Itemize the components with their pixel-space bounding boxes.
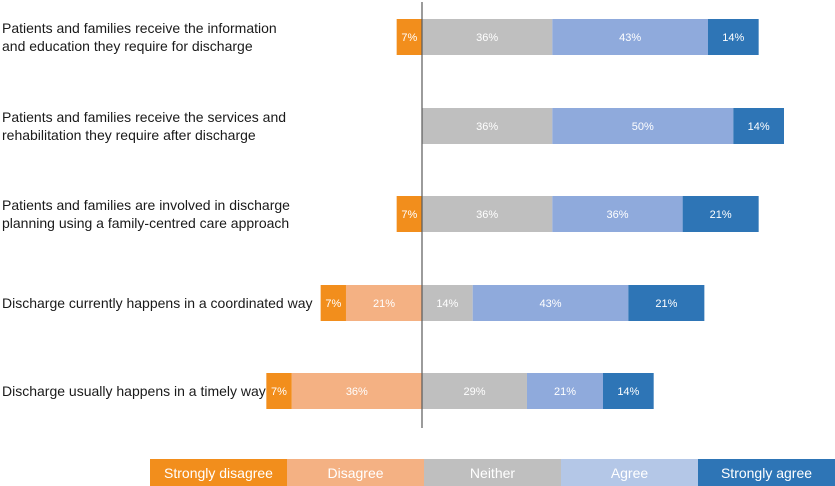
bar-segment-neither [422, 373, 527, 409]
category-label: Discharge usually happens in a timely wa… [2, 383, 266, 399]
bar-segment-agree [526, 373, 603, 409]
bar-segment-agree [552, 108, 734, 144]
data-label: 7% [401, 209, 417, 221]
data-label: 29% [463, 386, 485, 398]
bar-segment-neither [422, 19, 553, 55]
category-label: Patients and families receive the inform… [2, 20, 277, 36]
legend-swatch [424, 459, 561, 486]
bar-segment-strongly-agree [603, 373, 654, 409]
data-label: 50% [632, 121, 654, 133]
data-label: 21% [554, 386, 576, 398]
legend-label: Strongly disagree [164, 465, 273, 481]
legend-swatch [698, 459, 835, 486]
legend-label: Neither [470, 465, 515, 481]
legend-label: Disagree [327, 465, 383, 481]
data-label: 43% [619, 32, 641, 44]
data-label: 36% [476, 209, 498, 221]
bar-segment-neither [422, 196, 553, 232]
legend-swatch [150, 459, 287, 486]
bar-segment-strongly-disagree [396, 196, 422, 232]
bar-segments: 7% 36% 43% 14% 36% 50% 14% 7% 36% 36% 21% 21% 7% 14% 4… [266, 19, 784, 409]
bar-segment-strongly-agree [682, 196, 759, 232]
data-label: 14% [748, 121, 770, 133]
data-label: 7% [325, 298, 341, 310]
bar-segment-agree [552, 196, 683, 232]
data-label: 7% [401, 32, 417, 44]
bar-segment-agree [552, 19, 708, 55]
legend-swatch [561, 459, 698, 486]
category-label: planning using a family-centred care app… [2, 215, 289, 231]
bar-segment-neither [422, 285, 473, 321]
bar-segment-neither [422, 108, 553, 144]
data-label: 36% [346, 386, 368, 398]
data-label: 21% [373, 298, 395, 310]
legend: Strongly disagree Disagree Neither Agree Str… [150, 459, 835, 486]
data-label: 36% [606, 209, 628, 221]
data-label: 21% [710, 209, 732, 221]
category-label: rehabilitation they require after discha… [2, 127, 256, 143]
bar-segment-disagree [291, 373, 422, 409]
data-label: 14% [436, 298, 458, 310]
data-label: 7% [271, 386, 287, 398]
legend-label: Agree [611, 465, 649, 481]
bar-segment-strongly-agree [733, 108, 784, 144]
bar-segment-disagree [345, 285, 422, 321]
data-label: 36% [476, 121, 498, 133]
bar-segment-strongly-disagree [320, 285, 346, 321]
category-label: and education they require for discharge [2, 38, 253, 54]
data-label: 36% [476, 32, 498, 44]
category-label: Patients and families are involved in di… [2, 197, 290, 213]
bar-segment-strongly-agree [628, 285, 705, 321]
bar-segment-strongly-agree [707, 19, 759, 55]
category-labels: Patients and families receive the inform… [2, 20, 313, 399]
legend-swatch [287, 459, 424, 486]
bar-segment-agree [472, 285, 629, 321]
bar-segment-strongly-disagree [266, 373, 292, 409]
category-label: Discharge currently happens in a coordin… [2, 295, 313, 311]
legend-label: Strongly agree [721, 465, 812, 481]
category-label: Patients and families receive the servic… [2, 109, 286, 125]
data-label: 14% [617, 386, 639, 398]
data-label: 21% [655, 298, 677, 310]
bar-segment-strongly-disagree [396, 19, 422, 55]
data-label: 43% [539, 298, 561, 310]
data-label: 14% [722, 32, 744, 44]
